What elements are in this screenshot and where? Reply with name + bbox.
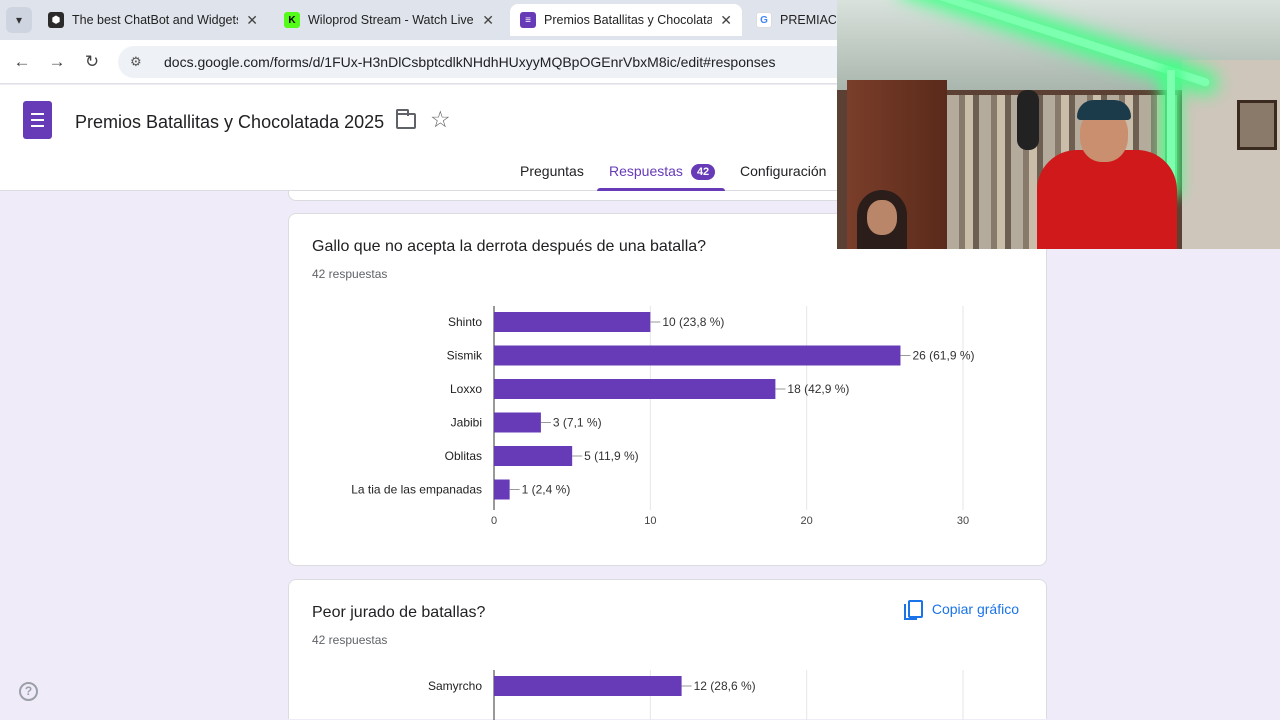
form-title[interactable]: Premios Batallitas y Chocolatada 2025 xyxy=(75,112,385,132)
bar xyxy=(494,479,510,500)
question-title: Peor jurado de batallas? xyxy=(312,604,486,621)
x-tick-label: 20 xyxy=(801,515,813,527)
browser-tab-wiloprod[interactable]: K Wiloprod Stream - Watch Live o ✕ xyxy=(274,4,504,36)
folder-icon[interactable] xyxy=(396,109,416,129)
tab-label: Configuración xyxy=(740,163,827,179)
category-label: Sismik xyxy=(447,349,483,363)
browser-tab-premiacion[interactable]: G PREMIACIO xyxy=(746,4,846,36)
tab-preguntas[interactable]: Preguntas xyxy=(520,163,584,179)
close-icon[interactable]: ✕ xyxy=(720,11,732,28)
tab-title: Wiloprod Stream - Watch Live o xyxy=(308,13,475,27)
google-forms-icon: ≡ xyxy=(520,12,536,28)
category-label: Samyrcho xyxy=(428,679,482,693)
category-label: La tia de las empanadas xyxy=(351,483,482,497)
category-label: Oblitas xyxy=(445,449,482,463)
category-label: Loxxo xyxy=(450,382,482,396)
data-label: 1 (2,4 %) xyxy=(522,483,571,497)
tab-label: Preguntas xyxy=(520,163,584,179)
data-label: 10 (23,8 %) xyxy=(662,315,724,329)
category-label: Shinto xyxy=(448,315,482,329)
data-label: 3 (7,1 %) xyxy=(553,416,602,430)
google-forms-logo-icon[interactable] xyxy=(23,101,52,139)
form-tabs: Preguntas Respuestas 42 Configuración xyxy=(0,155,1280,191)
x-tick-label: 10 xyxy=(644,515,656,527)
data-label: 26 (61,9 %) xyxy=(912,349,974,363)
x-tick-label: 0 xyxy=(491,515,497,527)
tab-label: Respuestas xyxy=(609,163,683,179)
tab-configuracion[interactable]: Configuración xyxy=(740,163,826,179)
kick-icon: K xyxy=(284,12,300,28)
site-settings-icon[interactable]: ⚙ xyxy=(130,54,142,69)
data-label: 5 (11,9 %) xyxy=(584,449,638,463)
reload-icon[interactable]: ↻ xyxy=(84,52,100,71)
address-bar[interactable]: ⚙ docs.google.com/forms/d/1FUx-H3nDlCsbp… xyxy=(118,46,878,78)
back-arrow-icon[interactable]: ← xyxy=(13,52,31,71)
star-icon[interactable]: ☆ xyxy=(430,106,451,132)
google-icon: G xyxy=(756,12,772,28)
webcam-overlay xyxy=(837,0,1280,249)
forward-arrow-icon[interactable]: → xyxy=(48,52,66,71)
copy-chart-button[interactable]: Copiar gráfico xyxy=(903,600,1019,620)
response-count: 42 respuestas xyxy=(312,267,388,281)
tab-title: PREMIACIO xyxy=(780,13,836,27)
copy-icon xyxy=(903,600,923,620)
tab-title: Premios Batallitas y Chocolatad xyxy=(544,13,713,27)
browser-tab-chatbot[interactable]: ⬢ The best ChatBot and Widgets ✕ xyxy=(38,4,268,36)
bar xyxy=(494,312,651,332)
data-label: 18 (42,9 %) xyxy=(787,382,849,396)
url-text: docs.google.com/forms/d/1FUx-H3nDlCsbptc… xyxy=(164,54,776,70)
close-icon[interactable]: ✕ xyxy=(482,11,494,28)
help-icon[interactable]: ? xyxy=(19,682,38,701)
bar-chart: 0 10 20 30 Shinto 10 (23,8 %) Sismik 26 (61,9 %… xyxy=(351,306,975,527)
copy-chart-label: Copiar gráfico xyxy=(931,601,1019,617)
tab-respuestas[interactable]: Respuestas 42 xyxy=(609,163,716,180)
bar xyxy=(494,379,776,399)
chatbot-icon: ⬢ xyxy=(48,12,64,28)
bar xyxy=(494,412,541,433)
x-tick-label: 30 xyxy=(957,515,969,527)
category-label: Jabibi xyxy=(451,416,482,430)
bar xyxy=(494,676,682,696)
data-label: 12 (28,6 %) xyxy=(694,679,756,693)
bar xyxy=(494,345,901,366)
question-title: Gallo que no acepta la derrota después d… xyxy=(312,238,707,255)
active-tab-indicator xyxy=(597,188,725,191)
close-icon[interactable]: ✕ xyxy=(246,11,258,28)
tab-title: The best ChatBot and Widgets xyxy=(72,13,239,27)
tab-search-button[interactable]: ▾ xyxy=(6,7,32,33)
response-count: 42 respuestas xyxy=(312,633,388,647)
bar-chart: Samyrcho 12 (28,6 %) xyxy=(428,670,964,720)
question-summary-card: Gallo que no acepta la derrota después d… xyxy=(288,213,1047,566)
bar xyxy=(494,446,573,466)
question-summary-card: Peor jurado de batallas? 42 respuestas C… xyxy=(288,579,1047,720)
responses-count-badge: 42 xyxy=(690,164,716,180)
browser-tab-forms[interactable]: ≡ Premios Batallitas y Chocolatad ✕ xyxy=(510,4,742,36)
